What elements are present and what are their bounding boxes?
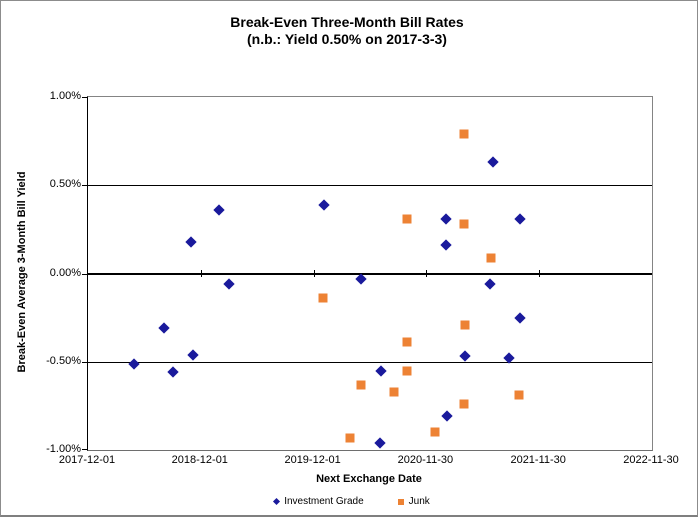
legend-label: Investment Grade <box>284 496 364 507</box>
gridline <box>88 361 652 363</box>
y-axis-tick <box>82 97 87 98</box>
x-tick-label: 2021-11-30 <box>510 454 566 466</box>
data-point-junk <box>459 219 469 229</box>
data-point-investment-grade <box>187 349 199 361</box>
data-point-junk <box>402 366 412 376</box>
data-point-junk <box>345 433 355 443</box>
x-axis-tick <box>313 269 315 277</box>
y-axis-tick <box>82 185 87 187</box>
y-tick-label: -0.50% <box>46 354 81 367</box>
data-point-junk <box>486 253 496 263</box>
data-point-junk <box>318 293 328 303</box>
data-point-investment-grade <box>459 350 471 363</box>
gridline <box>88 185 652 187</box>
data-point-investment-grade <box>223 278 235 290</box>
chart-title-block: Break-Even Three-Month Bill Rates (n.b.:… <box>87 14 607 48</box>
data-point-investment-grade <box>375 364 387 377</box>
data-point-junk <box>389 387 399 397</box>
data-point-investment-grade <box>439 239 452 251</box>
y-axis-title: Break-Even Average 3-Month Bill Yield <box>16 171 28 373</box>
x-tick-label: 2020-11-30 <box>397 454 454 466</box>
legend-item-junk: Junk <box>397 496 430 507</box>
data-point-junk <box>430 427 440 437</box>
data-point-investment-grade <box>483 278 496 290</box>
data-point-investment-grade <box>166 366 179 378</box>
x-tick-label: 2017-12-01 <box>58 454 116 466</box>
data-point-investment-grade <box>514 213 526 225</box>
data-point-investment-grade <box>355 273 367 285</box>
legend-diamond-icon <box>273 497 281 506</box>
data-point-investment-grade <box>439 213 452 225</box>
y-tick-label: 0.00% <box>49 266 81 279</box>
legend-square-icon <box>397 498 404 505</box>
data-point-investment-grade <box>374 437 386 449</box>
x-axis-zero-line <box>88 272 652 275</box>
x-axis-title: Next Exchange Date <box>316 473 422 485</box>
y-tick-label: 0.50% <box>49 178 81 191</box>
data-point-junk <box>356 380 366 390</box>
data-point-investment-grade <box>128 357 140 370</box>
data-point-investment-grade <box>487 156 499 168</box>
data-point-junk <box>514 390 524 400</box>
y-axis-tick <box>82 361 87 363</box>
y-tick-label: 1.00% <box>49 90 81 102</box>
data-point-investment-grade <box>514 311 526 324</box>
plot-area <box>82 96 653 451</box>
x-tick-label: 2018-12-01 <box>171 454 228 466</box>
data-point-investment-grade <box>213 204 225 216</box>
data-point-junk <box>402 214 412 224</box>
x-axis-tick <box>539 269 541 277</box>
chart-subtitle: (n.b.: Yield 0.50% on 2017-3-3) <box>247 31 447 47</box>
x-axis-tick <box>200 269 202 277</box>
chart-title: Break-Even Three-Month Bill Rates <box>230 14 464 30</box>
data-point-junk <box>402 337 412 347</box>
data-point-investment-grade <box>184 236 197 248</box>
x-tick-label: 2019-12-01 <box>284 454 341 466</box>
legend-item-investment-grade: Investment Grade <box>273 496 364 507</box>
legend-label: Junk <box>408 496 430 507</box>
y-tick-label: -1.00% <box>46 443 81 455</box>
x-tick-label: 2022-11-30 <box>623 454 679 466</box>
y-axis-tick <box>82 449 87 450</box>
chart-legend: Investment Grade Junk <box>87 496 617 507</box>
data-point-investment-grade <box>157 322 170 334</box>
y-axis-tick <box>82 273 87 275</box>
data-point-investment-grade <box>318 198 330 211</box>
x-axis-tick <box>426 269 428 277</box>
data-point-junk <box>460 320 470 330</box>
data-point-junk <box>459 129 469 139</box>
data-point-junk <box>459 399 469 409</box>
data-point-investment-grade <box>441 410 453 423</box>
